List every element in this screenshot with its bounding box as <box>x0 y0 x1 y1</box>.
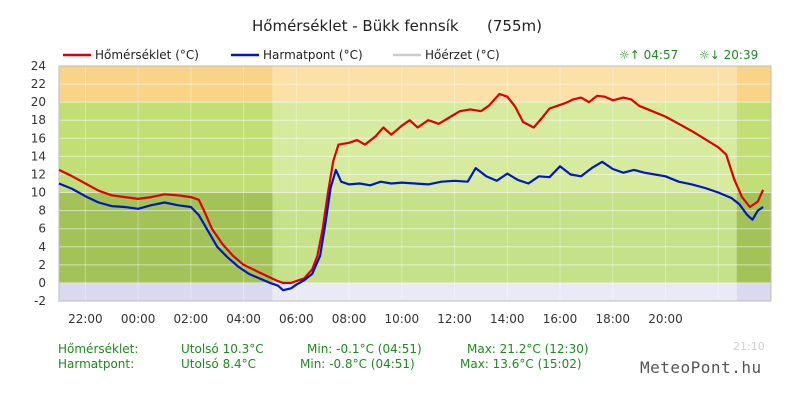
band-warm-day <box>272 102 737 193</box>
stat-temp-min: Min: -0.1°C (04:51) <box>307 342 422 356</box>
y-tick-label: 12 <box>31 167 46 181</box>
x-axis: 22:00 00:00 02:00 04:00 06:00 08:00 10:00 12:00… <box>68 312 683 326</box>
x-tick-label: 04:00 <box>226 312 261 326</box>
sunrise-label: ☼↑ 04:57 <box>619 48 678 62</box>
y-tick-label: 20 <box>31 95 46 109</box>
band-cold-night <box>736 282 771 301</box>
x-tick-label: 22:00 <box>68 312 103 326</box>
band-warm-night <box>59 102 273 193</box>
legend-label-temperature: Hőmérséklet (°C) <box>95 48 199 62</box>
stat-temp-max: Max: 21.2°C (12:30) <box>467 342 589 356</box>
x-tick-label: 06:00 <box>279 312 314 326</box>
x-tick-label: 12:00 <box>437 312 472 326</box>
band-warm-night <box>736 102 771 193</box>
x-tick-label: 20:00 <box>648 312 683 326</box>
stat-dew-min: Min: -0.8°C (04:51) <box>300 357 415 371</box>
stat-dew-label: Harmatpont: <box>58 357 135 371</box>
x-tick-label: 00:00 <box>121 312 156 326</box>
band-cold-night <box>59 282 273 301</box>
chart-altitude: (755m) <box>487 17 542 35</box>
x-tick-label: 02:00 <box>174 312 209 326</box>
legend-label-feelslike: Hőérzet (°C) <box>425 48 500 62</box>
legend-label-dewpoint: Harmatpont (°C) <box>263 48 363 62</box>
band-mild-day <box>272 192 737 283</box>
x-tick-label: 18:00 <box>595 312 630 326</box>
chart-title: Hőmérséklet - Bükk fennsík <box>252 17 459 35</box>
band-cold-day <box>272 282 737 301</box>
x-tick-label: 08:00 <box>332 312 367 326</box>
y-tick-label: 14 <box>31 149 46 163</box>
stat-dew-max: Max: 13.6°C (15:02) <box>460 357 582 371</box>
y-tick-label: 6 <box>38 222 46 236</box>
y-tick-label: 18 <box>31 113 46 127</box>
y-tick-label: -2 <box>34 294 46 308</box>
legend: Hőmérséklet (°C) Harmatpont (°C) Hőérzet… <box>63 48 758 62</box>
y-tick-label: 16 <box>31 131 46 145</box>
stat-temp-last: Utolsó 10.3°C <box>181 342 264 356</box>
temperature-line <box>58 92 765 284</box>
x-tick-label: 10:00 <box>385 312 420 326</box>
y-tick-label: 24 <box>31 59 46 73</box>
sunset-label: ☼↓ 20:39 <box>699 48 758 62</box>
y-tick-label: 0 <box>38 276 46 290</box>
stat-dew-last: Utolsó 8.4°C <box>181 357 257 371</box>
generated-time: 21:10 <box>733 340 765 353</box>
watermark-logo: MeteoPont.hu <box>640 358 762 377</box>
y-tick-label: 4 <box>38 240 46 254</box>
y-tick-label: 10 <box>31 186 46 200</box>
y-tick-label: 8 <box>38 204 46 218</box>
band-night-shade <box>59 192 273 283</box>
series-layer <box>58 92 765 292</box>
stat-temp-label: Hőmérséklet: <box>58 342 139 356</box>
x-tick-label: 16:00 <box>543 312 578 326</box>
y-tick-label: 22 <box>31 77 46 91</box>
dewpoint-line <box>58 160 764 292</box>
x-tick-label: 14:00 <box>490 312 525 326</box>
y-tick-label: 2 <box>38 258 46 272</box>
